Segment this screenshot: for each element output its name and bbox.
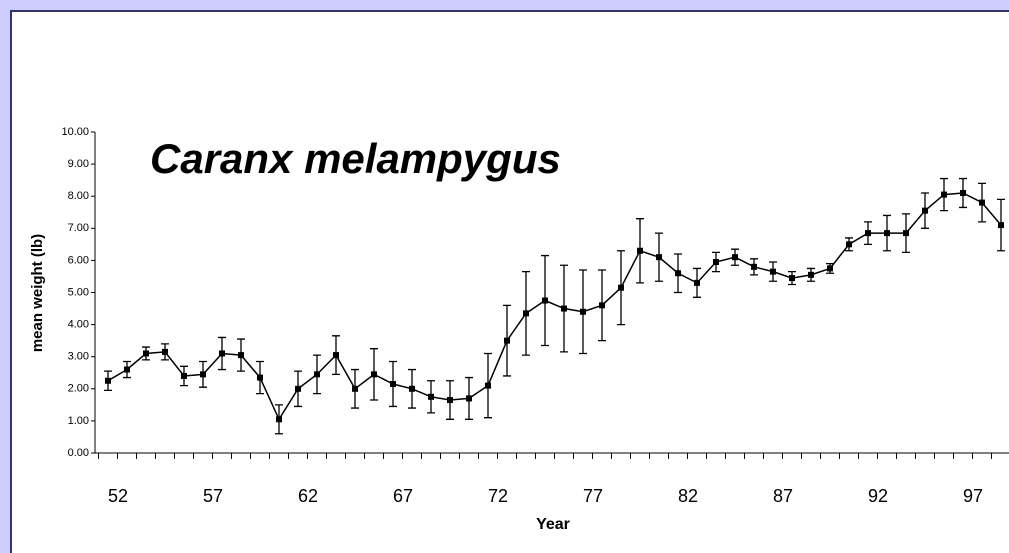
marker — [903, 230, 909, 237]
x-axis-label: Year — [536, 516, 570, 533]
y-axis-label: mean weight (lb) — [29, 234, 46, 352]
x-tick-label: 87 — [773, 486, 793, 506]
marker — [523, 310, 529, 317]
marker — [884, 230, 890, 237]
y-tick-label: 5.00 — [68, 286, 89, 298]
y-tick-label: 3.00 — [68, 351, 89, 363]
x-tick-label: 97 — [963, 486, 983, 506]
marker — [371, 371, 377, 378]
marker — [181, 372, 187, 379]
y-tick-label: 1.00 — [68, 415, 89, 427]
x-tick-label: 82 — [678, 486, 698, 506]
x-tick-label: 62 — [298, 486, 318, 506]
x-tick-label: 72 — [488, 486, 508, 506]
marker — [922, 207, 928, 214]
marker — [314, 371, 320, 378]
y-tick-label: 4.00 — [68, 319, 89, 331]
x-tick-label: 67 — [393, 486, 413, 506]
marker — [504, 337, 510, 344]
marker — [751, 263, 757, 270]
marker — [409, 385, 415, 392]
marker — [960, 189, 966, 196]
marker — [789, 275, 795, 282]
y-tick-label: 8.00 — [68, 190, 89, 202]
y-tick-label: 6.00 — [68, 254, 89, 266]
marker — [333, 352, 339, 359]
chart-title: Caranx melampygus — [150, 135, 561, 182]
marker — [599, 302, 605, 309]
marker — [561, 305, 567, 312]
marker — [143, 350, 149, 357]
marker — [219, 350, 225, 357]
marker — [580, 308, 586, 315]
marker — [352, 385, 358, 392]
marker — [466, 395, 472, 402]
marker — [257, 374, 263, 381]
marker — [846, 241, 852, 248]
marker — [675, 270, 681, 277]
x-tick-label: 77 — [583, 486, 603, 506]
marker — [124, 366, 130, 373]
marker — [295, 385, 301, 392]
marker — [162, 348, 168, 355]
marker — [618, 284, 624, 291]
marker — [542, 297, 548, 304]
marker — [390, 380, 396, 387]
marker — [656, 254, 662, 261]
marker — [941, 191, 947, 198]
marker — [732, 254, 738, 261]
marker — [428, 393, 434, 400]
y-tick-label: 0.00 — [68, 447, 89, 459]
x-tick-label: 92 — [868, 486, 888, 506]
plot-panel — [10, 10, 1009, 553]
y-tick-label: 10.00 — [61, 126, 89, 138]
marker — [770, 268, 776, 275]
y-tick-label: 2.00 — [68, 383, 89, 395]
x-tick-label: 52 — [108, 486, 128, 506]
marker — [827, 265, 833, 272]
marker — [447, 397, 453, 404]
marker — [200, 371, 206, 378]
marker — [238, 352, 244, 359]
y-tick-label: 7.00 — [68, 222, 89, 234]
marker — [276, 416, 282, 423]
data-line — [107, 192, 1002, 421]
y-tick-label: 9.00 — [68, 158, 89, 170]
marker — [865, 230, 871, 237]
marker — [694, 279, 700, 286]
marker — [105, 377, 111, 384]
x-tick-label: 57 — [203, 486, 223, 506]
marker — [998, 222, 1004, 229]
marker — [637, 247, 643, 254]
marker — [979, 199, 985, 206]
marker — [485, 382, 491, 389]
marker — [713, 259, 719, 266]
marker — [808, 271, 814, 278]
